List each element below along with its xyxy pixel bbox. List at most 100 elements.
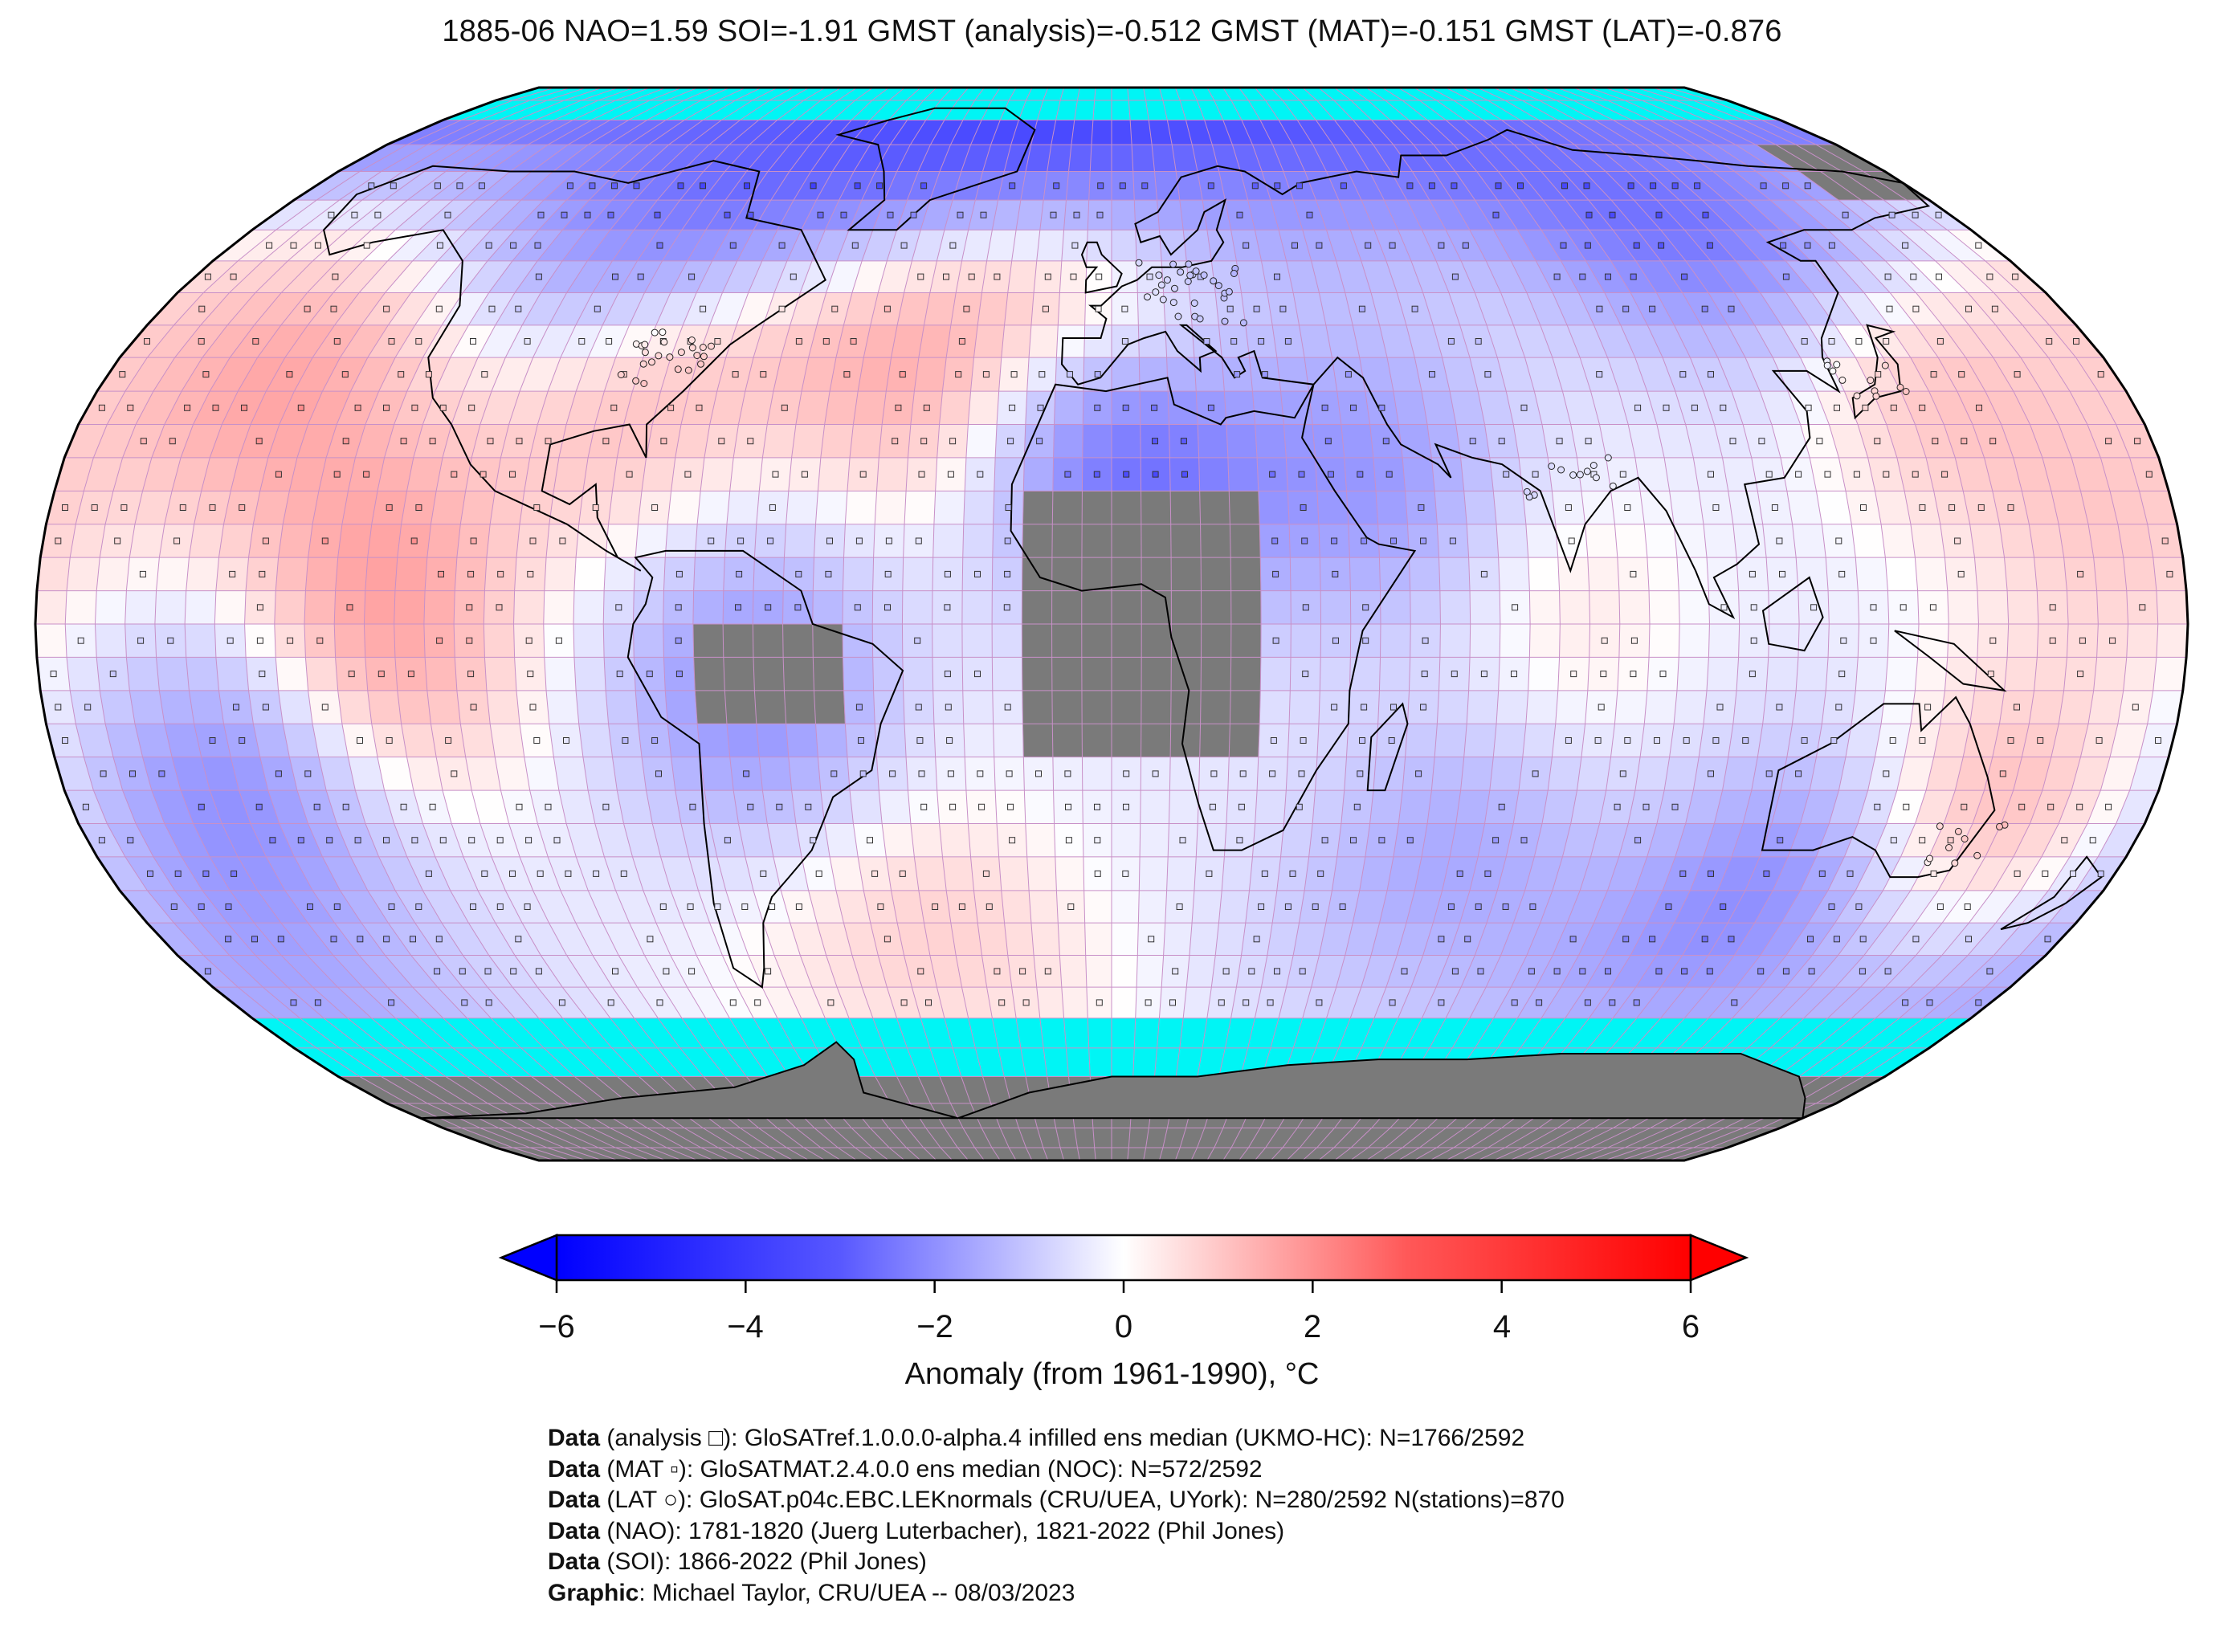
observation-marker: [826, 537, 833, 545]
grid-cell: [1466, 524, 1500, 558]
observation-marker: [1930, 371, 1937, 378]
grid-cell: [513, 590, 545, 625]
grid-cell: [973, 324, 1005, 358]
grid-cell: [1614, 690, 1648, 724]
grid-cell: [726, 491, 760, 525]
observation-marker: [1884, 968, 1891, 975]
station-marker: [1589, 462, 1598, 469]
grid-cell: [1051, 723, 1083, 757]
station-marker: [641, 349, 649, 357]
observation-marker: [1749, 671, 1756, 678]
observation-marker: [1855, 904, 1863, 910]
grid-cell: [753, 657, 785, 691]
grid-cell: [2153, 657, 2187, 691]
grid-cell: [129, 690, 165, 724]
grid-cell: [1226, 424, 1258, 459]
observation-marker: [1039, 371, 1046, 378]
observation-marker: [944, 671, 951, 678]
credit-text: (SOI): 1866-2022 (Phil Jones): [600, 1548, 927, 1575]
grid-cell: [1051, 623, 1083, 658]
observation-marker: [1003, 604, 1010, 611]
observation-marker: [109, 671, 116, 678]
observation-marker: [1073, 211, 1080, 218]
grid-cell: [1792, 690, 1826, 724]
station-marker: [1210, 277, 1218, 285]
grid-cell: [993, 723, 1024, 757]
grid-cell: [1169, 491, 1201, 525]
observation-marker: [1353, 803, 1361, 810]
grid-cell: [1039, 1018, 1067, 1049]
observation-marker: [958, 338, 965, 345]
observation-marker: [129, 770, 136, 777]
observation-marker: [1780, 242, 1787, 249]
grid-cell: [1001, 890, 1032, 924]
grid-cell: [1053, 424, 1083, 459]
grid-cell: [693, 657, 725, 691]
observation-marker: [1936, 338, 1944, 345]
grid-cell: [786, 491, 818, 525]
observation-marker: [1420, 704, 1426, 711]
grid-cell: [2006, 623, 2039, 658]
observation-marker: [589, 182, 596, 190]
grid-cell: [914, 357, 947, 392]
station-marker: [666, 353, 674, 361]
grid-cell: [1669, 491, 1704, 525]
grid-cell: [1043, 1047, 1069, 1077]
observation-marker: [1520, 404, 1528, 411]
observation-marker: [1172, 968, 1179, 975]
observation-marker: [1947, 837, 1954, 844]
observation-marker: [1148, 936, 1155, 943]
grid-cell: [700, 457, 734, 492]
observation-marker: [357, 737, 363, 744]
observation-marker: [388, 338, 395, 345]
observation-marker: [1965, 936, 1972, 943]
station-marker: [697, 360, 704, 368]
grid-cell: [910, 823, 943, 858]
observation-marker: [515, 936, 522, 943]
observation-marker: [1659, 671, 1667, 678]
grid-cell: [1111, 1128, 1131, 1148]
colorbar-body: [555, 1234, 1692, 1282]
observation-marker: [660, 438, 667, 445]
observation-marker: [1438, 999, 1445, 1006]
observation-marker: [915, 537, 922, 545]
observation-marker: [1560, 242, 1567, 249]
observation-marker: [840, 211, 847, 218]
observation-marker: [140, 438, 147, 445]
observation-marker: [1930, 870, 1937, 877]
grid-cell: [2096, 590, 2128, 625]
observation-marker: [747, 438, 754, 445]
grid-cell: [1201, 623, 1232, 658]
observation-marker: [1570, 671, 1577, 678]
grid-cell: [1426, 789, 1461, 824]
observation-marker: [1145, 999, 1152, 1006]
observation-marker: [198, 904, 205, 910]
observation-marker: [383, 404, 390, 411]
observation-marker: [1301, 537, 1308, 545]
observation-marker: [1596, 305, 1603, 312]
observation-marker: [84, 704, 92, 711]
observation-marker: [1671, 803, 1679, 810]
grid-cell: [1647, 557, 1679, 591]
observation-marker: [259, 570, 266, 577]
observation-marker: [1258, 904, 1265, 910]
station-marker: [1159, 296, 1167, 304]
observation-marker: [655, 770, 662, 777]
grid-cell: [612, 757, 647, 791]
observation-marker: [1706, 242, 1713, 249]
grid-cell: [871, 623, 904, 658]
observation-marker: [1447, 904, 1455, 910]
grid-cell: [69, 524, 106, 558]
observation-marker: [675, 671, 683, 678]
observation-marker: [729, 999, 737, 1006]
observation-marker: [410, 936, 416, 943]
grid-cell: [573, 657, 606, 691]
grid-cell: [1051, 590, 1083, 625]
observation-marker: [1498, 803, 1505, 810]
grid-cell: [1141, 690, 1172, 724]
grid-cell: [1166, 856, 1197, 891]
observation-marker: [1949, 504, 1956, 511]
observation-marker: [1022, 999, 1030, 1006]
observation-marker: [1989, 438, 1997, 445]
observation-marker: [1302, 604, 1309, 611]
